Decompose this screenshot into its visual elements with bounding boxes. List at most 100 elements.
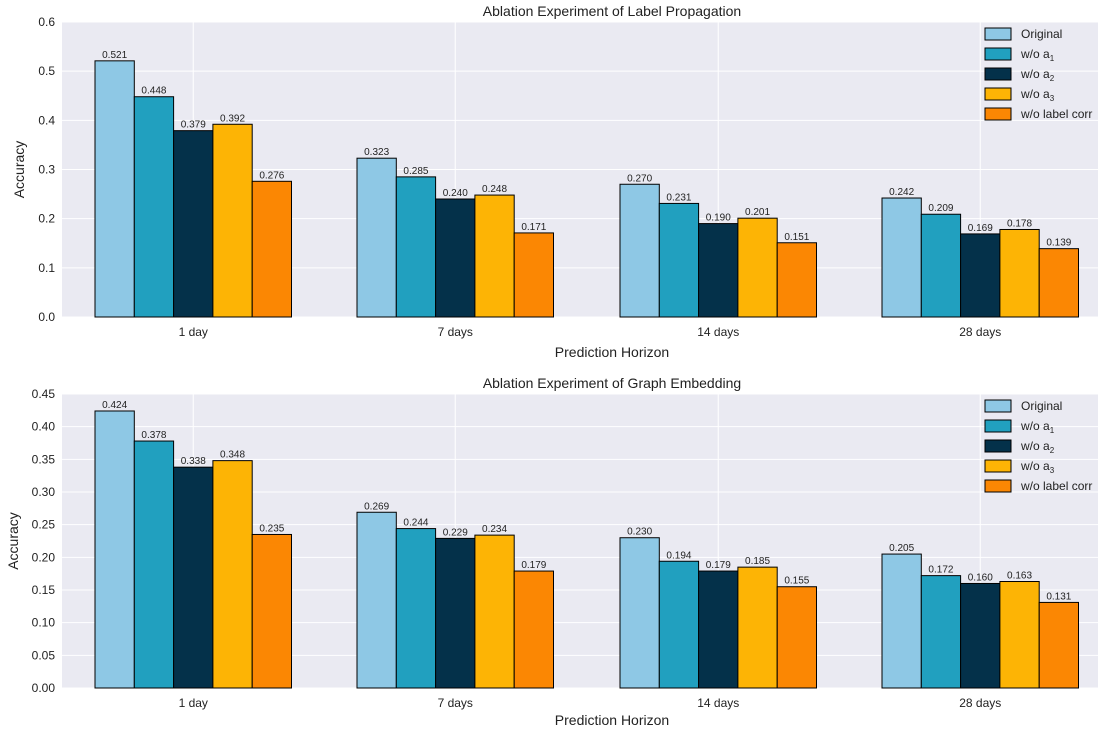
legend-label: w/o a2	[1020, 67, 1055, 83]
data-label: 0.163	[1007, 571, 1032, 582]
data-label: 0.229	[443, 527, 468, 538]
data-label: 0.323	[364, 147, 389, 158]
bar	[737, 217, 778, 318]
y-tick-label: 0.0	[38, 310, 55, 324]
y-tick-label: 0.2	[38, 212, 55, 226]
data-label: 0.231	[666, 192, 691, 203]
chart-title: Ablation Experiment of Graph Embedding	[483, 375, 741, 391]
bar	[658, 202, 700, 318]
bar	[999, 581, 1040, 689]
bar	[1038, 248, 1079, 318]
data-label: 0.378	[141, 430, 166, 441]
bar	[698, 570, 739, 689]
bar	[395, 528, 437, 689]
legend-swatch	[984, 419, 1012, 433]
bar	[658, 560, 700, 689]
data-label: 0.348	[220, 450, 245, 461]
bar	[1038, 601, 1079, 689]
data-label: 0.194	[666, 550, 691, 561]
y-tick-label: 0.1	[38, 261, 55, 275]
y-tick-label: 0.20	[32, 550, 56, 564]
y-tick-label: 0.35	[32, 452, 56, 466]
bar	[133, 96, 175, 318]
bar	[776, 242, 818, 318]
x-tick-label: 14 days	[697, 325, 739, 339]
x-tick-label: 28 days	[959, 325, 1001, 339]
legend-label: w/o a1	[1020, 47, 1055, 63]
data-label: 0.235	[259, 523, 284, 534]
legend-swatch	[984, 479, 1012, 493]
data-label: 0.179	[521, 560, 546, 571]
bar	[94, 60, 135, 318]
y-tick-label: 0.45	[32, 387, 56, 401]
y-tick-label: 0.00	[32, 681, 56, 695]
bar	[881, 553, 922, 689]
legend: Original w/o a1 w/o a2 w/o a3 w/o label corr	[984, 27, 1092, 121]
y-tick-label: 0.25	[32, 518, 56, 532]
y-tick-label: 0.10	[32, 616, 56, 630]
data-label: 0.248	[482, 184, 507, 195]
legend: Original w/o a1 w/o a2 w/o a3 w/o label corr	[984, 399, 1092, 493]
legend-swatch	[984, 399, 1012, 413]
legend-swatch	[984, 87, 1012, 101]
data-label: 0.190	[706, 213, 731, 224]
data-label: 0.131	[1046, 591, 1071, 602]
y-tick-label: 0.05	[32, 648, 56, 662]
bar	[920, 575, 962, 689]
legend-swatch	[984, 47, 1012, 61]
data-label: 0.169	[968, 223, 993, 234]
data-label: 0.285	[403, 166, 428, 177]
y-tick-label: 0.30	[32, 485, 56, 499]
bar	[474, 534, 515, 689]
y-tick-label: 0.15	[32, 583, 56, 597]
bar	[173, 130, 214, 318]
bar	[881, 197, 922, 318]
data-label: 0.379	[181, 120, 206, 131]
data-label: 0.338	[181, 456, 206, 467]
data-label: 0.160	[968, 572, 993, 583]
bar	[133, 440, 175, 689]
bar	[513, 232, 555, 318]
bar	[698, 223, 739, 318]
legend-swatch	[984, 27, 1012, 41]
bar	[212, 123, 253, 318]
bar	[356, 511, 397, 689]
x-axis-label: Prediction Horizon	[555, 712, 669, 728]
bar	[619, 537, 660, 689]
data-label: 0.244	[403, 518, 428, 529]
y-tick-label: 0.6	[38, 15, 55, 29]
bar	[395, 176, 437, 318]
legend-swatch	[984, 459, 1012, 473]
y-tick-label: 0.40	[32, 420, 56, 434]
data-label: 0.151	[784, 232, 809, 243]
legend-label: Original	[1021, 27, 1062, 41]
data-label: 0.185	[745, 556, 770, 567]
y-tick-label: 0.5	[38, 64, 55, 78]
bar	[356, 157, 397, 318]
data-label: 0.201	[745, 207, 770, 218]
bar	[776, 586, 818, 689]
bar	[251, 180, 292, 318]
bar	[960, 233, 1001, 318]
data-label: 0.230	[627, 527, 652, 538]
data-label: 0.205	[889, 543, 914, 554]
bar	[619, 183, 660, 318]
data-label: 0.155	[784, 576, 809, 587]
chart-panel-1: 0.0 0.1 0.2 0.3 0.4 0.5 0.6 1 day 7 days 14 days 2…	[11, 3, 1098, 360]
data-label: 0.179	[706, 560, 731, 571]
legend-label: w/o label corr	[1020, 107, 1092, 121]
x-tick-label: 28 days	[959, 696, 1001, 710]
chart-title: Ablation Experiment of Label Propagation	[483, 3, 741, 19]
data-label: 0.209	[928, 203, 953, 214]
bar	[999, 228, 1040, 318]
legend-swatch	[984, 107, 1012, 121]
bar	[435, 198, 476, 318]
data-label: 0.392	[220, 113, 245, 124]
bar	[435, 537, 476, 689]
data-label: 0.172	[928, 565, 953, 576]
data-label: 0.270	[627, 173, 652, 184]
data-label: 0.240	[443, 188, 468, 199]
data-label: 0.139	[1046, 238, 1071, 249]
